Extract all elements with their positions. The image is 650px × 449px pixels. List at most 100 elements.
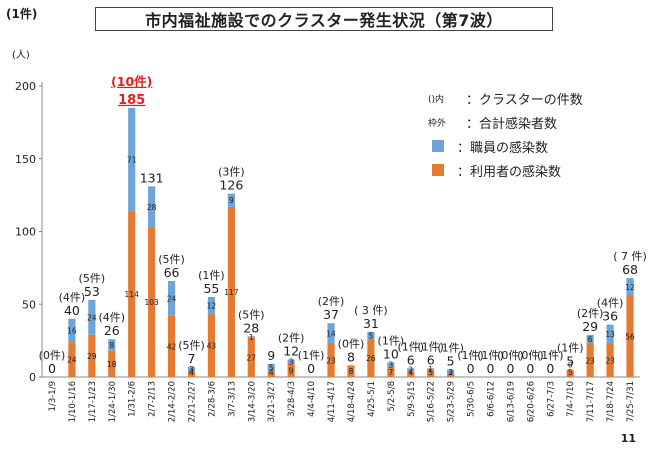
chart-title: 市内福祉施設でのクラスター発生状況（第7波） [95,7,553,31]
total-label-10: 28 [243,320,259,335]
cluster-count-16: ( 3 件) [354,304,388,317]
total-label-8: 55 [203,281,219,296]
cluster-count-22: (1件) [477,349,504,362]
label-staff-11: 5 [269,364,274,373]
cluster-count-25: (1件) [537,349,564,362]
label-staff-10: 1 [249,333,254,342]
bar-staff-9 [227,193,235,207]
label-user-4: 114 [125,290,140,299]
cluster-count-10: (5件) [238,308,265,321]
bar-staff-16 [367,331,375,340]
total-label-25: 0 [546,361,554,376]
legend: ()内 ：クラスターの件数 枠外 ：合計感染者数 ：職員の感染数 ：利用者の感染… [428,86,643,182]
total-label-26: 5 [566,354,574,369]
bar-staff-20 [447,369,455,375]
cluster-count-6: (5件) [158,253,185,266]
total-label-4: 185 [118,93,145,108]
label-user-15: 8 [349,367,354,376]
bar-staff-17 [387,362,395,367]
cluster-count-9: (3件) [218,166,245,179]
cluster-count-27: (2件) [577,307,604,320]
label-user-12: 9 [289,366,294,375]
x-tick-label-18: 5/9-5/15 [407,381,417,417]
label-user-20: 2 [448,368,453,377]
x-tick-label-26: 7/4-7/10 [566,381,576,417]
legend-row-user: ：利用者の感染数 [428,158,643,182]
x-tick-label-9: 3/7-3/13 [227,381,237,417]
total-label-3: 26 [104,323,120,338]
bar-user-6 [167,315,176,377]
cluster-count-0: (0件) [39,349,66,362]
total-label-14: 37 [323,307,339,322]
bar-user-17 [387,366,395,377]
bar-user-28 [606,343,614,377]
label-user-5: 103 [144,298,159,307]
cluster-count-8: (1件) [198,269,225,282]
x-tick-label-8: 2/28-3/6 [207,381,217,417]
label-staff-18: 2 [408,366,413,375]
x-tick-label-2: 1/17-1/23 [88,381,98,422]
total-label-9: 126 [219,178,243,193]
y-tick-label: 100 [15,226,36,239]
label-staff-29: 12 [625,283,635,292]
x-tick-label-1: 1/10-1/16 [68,381,78,422]
label-staff-14: 14 [326,329,336,338]
x-tick-label-6: 2/14-2/20 [168,381,178,422]
label-user-16: 26 [366,354,376,363]
bar-user-9 [227,206,235,377]
cluster-count-7: (5件) [178,339,205,352]
x-tick-label-24: 6/20-6/26 [526,381,536,422]
label-staff-7: 3 [189,365,194,374]
cluster-count-29: ( 7 件) [613,250,647,263]
bar-user-20 [447,374,455,377]
total-label-12: 12 [283,344,299,359]
label-staff-6: 24 [167,294,177,303]
cluster-count-20: (1件) [437,342,464,355]
bar-user-26 [566,369,574,377]
legend-key-paren: ()内 [428,94,445,105]
x-tick-label-0: 1/3-1/9 [48,381,58,411]
label-staff-3: 8 [109,341,114,350]
x-tick-label-12: 3/28-4/3 [287,381,297,417]
total-label-24: 0 [526,361,534,376]
bar-staff-3 [108,339,116,351]
x-tick-label-28: 7/18-7/24 [606,381,616,422]
cluster-count-24: (0件) [517,349,544,362]
bar-user-3 [108,350,116,377]
cluster-count-21: (1件) [457,349,484,362]
bar-user-29 [626,295,634,377]
cluster-count-3: (4件) [98,311,125,324]
cluster-count-28: (4件) [597,297,624,310]
cluster-count-12: (2件) [278,332,305,345]
bar-user-16 [367,339,375,377]
x-tick-label-17: 5/2-5/8 [387,381,397,411]
cluster-count-23: (0件) [497,349,524,362]
label-staff-1: 16 [67,326,77,335]
bar-staff-4 [128,107,136,212]
label-staff-26: 0 [568,361,573,370]
total-label-17: 10 [383,346,399,361]
label-user-7: 4 [189,368,194,377]
bar-user-8 [207,314,216,377]
x-tick-label-5: 2/7-2/13 [148,381,158,417]
page-label: (1件) [6,7,38,21]
legend-row-cluster-count: ()内 ：クラスターの件数 [428,86,643,110]
label-staff-20: 3 [448,368,453,377]
label-staff-2: 24 [87,313,97,322]
total-label-18: 6 [407,352,415,367]
x-tick-label-16: 4/25-5/1 [367,381,377,417]
legend-text-total: ：合計感染者数 [466,116,558,132]
x-tick-label-13: 4/4-4/10 [307,381,317,417]
cluster-count-19: (1件) [417,340,444,353]
bar-user-4 [128,211,136,377]
bar-staff-10 [247,336,255,338]
x-tick-label-15: 4/18-4/24 [347,381,357,422]
bar-staff-19 [427,368,435,370]
bar-staff-6 [167,280,176,316]
total-label-2: 53 [84,284,100,299]
label-user-14: 23 [326,356,336,365]
legend-key-outside: 枠外 [428,118,447,129]
x-tick-label-23: 6/13-6/19 [506,381,516,422]
total-label-28: 36 [602,309,618,324]
